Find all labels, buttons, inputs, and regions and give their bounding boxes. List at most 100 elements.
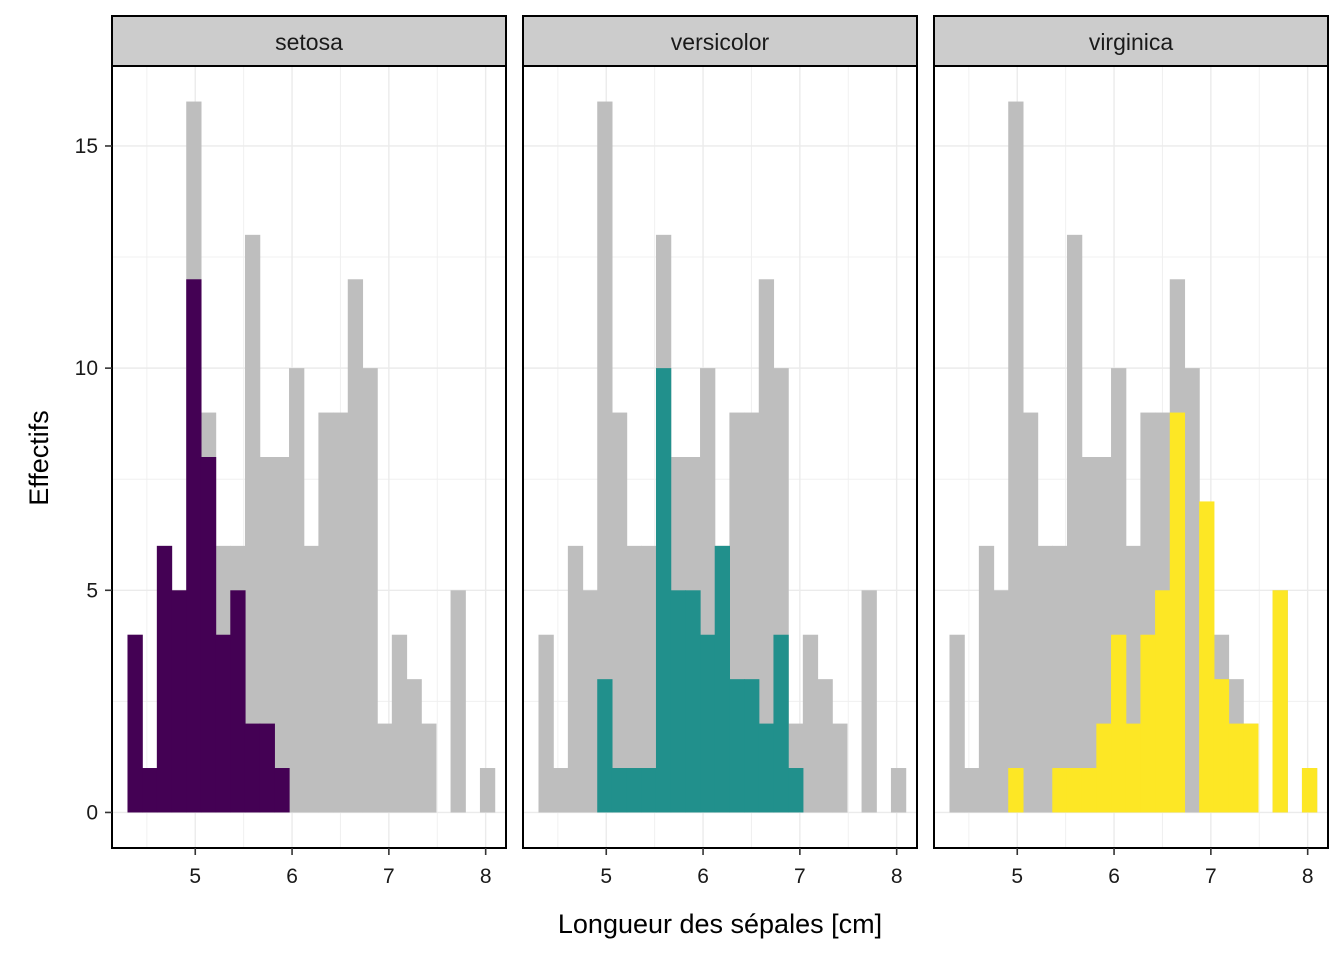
species-bar [670, 590, 686, 813]
facet-strip [522, 15, 918, 67]
facet-panels: setosa 5 6 7 8 versicolor 5 6 7 8 virginica 5 6 7 8 [111, 15, 1329, 888]
background-bar [303, 545, 319, 813]
background-bar [1184, 368, 1200, 813]
species-bar [171, 590, 187, 813]
background-bar [817, 679, 833, 813]
facet-strip-label: virginica [1089, 29, 1174, 55]
species-bar [127, 634, 143, 813]
background-bar [1022, 412, 1039, 813]
y-tick-label: 0 [86, 801, 98, 824]
background-bar [347, 279, 364, 813]
background-bar [1066, 234, 1083, 813]
species-bar [274, 768, 290, 813]
species-bar [259, 723, 275, 813]
x-tick-label: 8 [891, 865, 903, 888]
facet-panel-setosa: setosa 5 6 7 8 [111, 15, 507, 888]
species-bar [1301, 768, 1318, 813]
y-tick-label: 5 [86, 579, 98, 602]
y-tick-label: 15 [75, 135, 98, 158]
species-bar [758, 723, 775, 813]
species-bar [1199, 501, 1215, 813]
species-bar [186, 279, 202, 813]
x-tick-label: 5 [600, 865, 612, 888]
species-bar [1155, 590, 1171, 813]
y-axis: 0 5 10 15 [75, 135, 112, 824]
x-tick-label: 8 [480, 865, 492, 888]
x-tick-label: 6 [286, 865, 298, 888]
species-bar [611, 768, 628, 813]
background-bar [289, 368, 305, 813]
species-bar [244, 723, 261, 813]
facet-strip [933, 15, 1329, 67]
species-bar [200, 457, 217, 813]
background-bar [626, 545, 642, 813]
facet-panel-virginica: virginica 5 6 7 8 [933, 15, 1329, 888]
background-bar [479, 768, 496, 813]
species-bar [597, 679, 613, 813]
species-bar [1066, 768, 1083, 813]
species-bar [1052, 768, 1068, 813]
background-bar [949, 634, 965, 813]
species-bar [1096, 723, 1112, 813]
x-tick-label: 6 [697, 865, 709, 888]
species-bar [685, 590, 701, 813]
species-bar [1169, 412, 1186, 813]
species-bar [142, 768, 158, 813]
background-bar [1037, 545, 1053, 813]
species-bar [655, 368, 672, 813]
species-bar [714, 545, 730, 813]
background-bar [553, 768, 569, 813]
background-bar [802, 634, 819, 813]
background-bar [244, 234, 261, 813]
background-bar [450, 590, 466, 813]
background-bar [890, 768, 907, 813]
y-tick-label: 10 [75, 357, 98, 380]
background-bar [597, 101, 613, 813]
background-bar [993, 590, 1009, 813]
facet-strip-label: setosa [275, 29, 343, 55]
species-bar [788, 768, 804, 813]
background-bar [362, 368, 378, 813]
background-bar [611, 412, 628, 813]
species-bar [641, 768, 657, 813]
background-bar [861, 590, 877, 813]
x-tick-label: 7 [1205, 865, 1217, 888]
background-bar [582, 590, 598, 813]
background-bar [274, 457, 290, 813]
species-bar [230, 590, 246, 813]
background-bar [318, 412, 334, 813]
background-bar [832, 723, 848, 813]
background-bar [758, 279, 775, 813]
species-bar [626, 768, 642, 813]
species-bar [1272, 590, 1288, 813]
x-axis-title: Longueur des sépales [cm] [558, 909, 882, 939]
background-bar [377, 723, 393, 813]
background-bar [538, 634, 554, 813]
x-tick-label: 6 [1108, 865, 1120, 888]
species-bar [700, 634, 716, 813]
background-bar [978, 545, 995, 813]
background-bar [421, 723, 437, 813]
x-tick-label: 5 [1011, 865, 1023, 888]
species-bar [773, 634, 789, 813]
species-bar [1081, 768, 1097, 813]
species-bar [1228, 723, 1244, 813]
species-bar [1243, 723, 1259, 813]
species-bar [744, 679, 760, 813]
facet-strip-label: versicolor [671, 29, 770, 55]
background-bar [333, 412, 349, 813]
species-bar [215, 634, 231, 813]
background-bar [406, 679, 422, 813]
x-tick-label: 8 [1302, 865, 1314, 888]
species-bar [729, 679, 745, 813]
species-bar [1111, 634, 1127, 813]
species-bar [1140, 634, 1156, 813]
y-axis-title: Effectifs [24, 410, 54, 506]
facet-strip [111, 15, 507, 67]
background-bar [391, 634, 408, 813]
facet-panel-versicolor: versicolor 5 6 7 8 [522, 15, 918, 888]
background-bar [1081, 457, 1097, 813]
species-bar [1213, 679, 1230, 813]
background-bar [567, 545, 584, 813]
